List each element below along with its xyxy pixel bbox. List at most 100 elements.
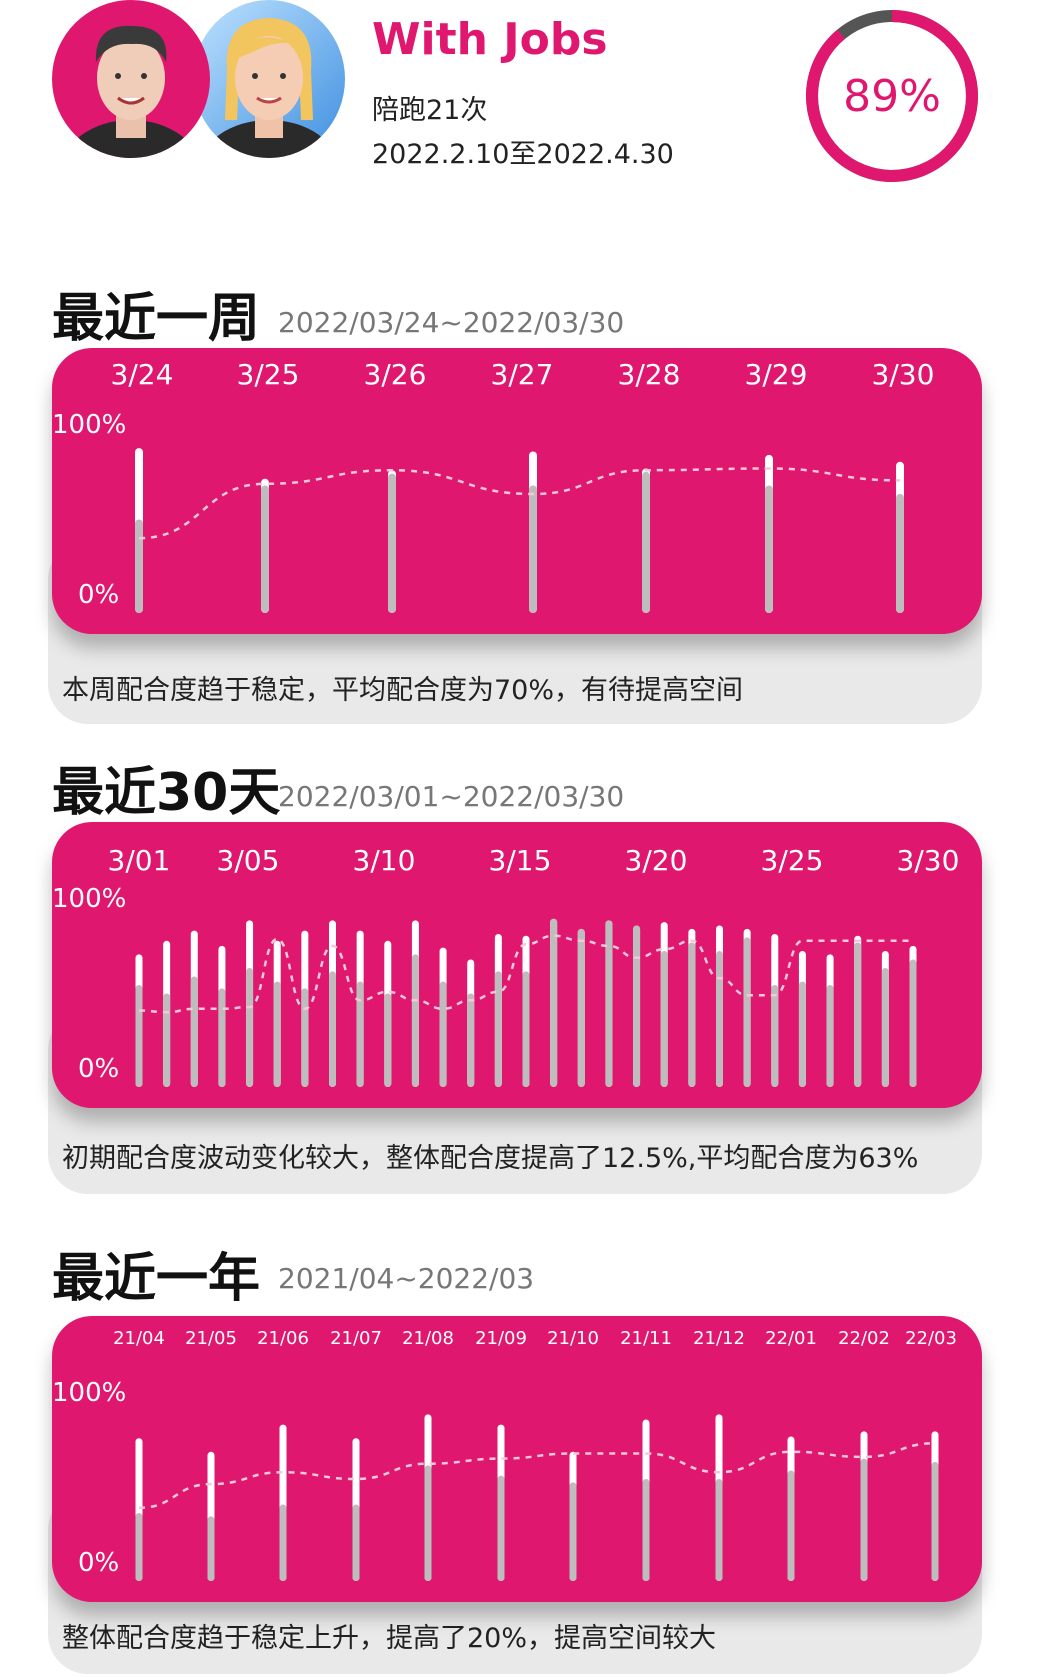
bar-value	[798, 981, 806, 1087]
date-label: 21/04	[113, 1328, 165, 1349]
section-week-title: 最近一周	[52, 289, 261, 349]
bar-value	[190, 976, 198, 1087]
date-label: 21/05	[185, 1328, 237, 1349]
bar-value	[207, 1516, 215, 1581]
bar-value	[577, 928, 585, 1087]
section-month-caption: 初期配合度波动变化较大，整体配合度提高了12.5%,平均配合度为63%	[62, 1143, 919, 1174]
chart-plot	[135, 918, 917, 1087]
bar-value	[688, 942, 696, 1087]
bar-value	[896, 494, 904, 613]
date-label: 21/09	[475, 1328, 527, 1349]
bar-value	[765, 485, 773, 613]
date-label: 3/25	[236, 358, 300, 391]
date-label: 3/05	[216, 844, 280, 877]
bar-value	[352, 1504, 360, 1581]
bar-value	[605, 920, 613, 1087]
bar-value	[279, 1504, 287, 1581]
section-year-title: 最近一年	[52, 1249, 261, 1309]
date-label: 3/30	[896, 844, 960, 877]
date-label: 21/08	[402, 1328, 454, 1349]
section-month-title: 最近30天	[52, 763, 281, 823]
axis-label-bottom: 0%	[78, 580, 120, 610]
chart-month: 3/01 3/05 3/10 3/15 3/20 3/25 3/30 100% 0%	[52, 822, 982, 1108]
bar-value	[494, 971, 502, 1087]
section-month-range: 2022/03/01~2022/03/30	[278, 780, 625, 813]
bar-value	[135, 1513, 143, 1581]
progress-value: 89%	[843, 70, 941, 122]
bar-value	[467, 993, 475, 1087]
bar-value	[522, 971, 530, 1087]
chart-year: 21/04 21/05 21/06 21/07 21/08 21/09 21/10 21/11…	[52, 1316, 982, 1602]
date-label: 3/29	[744, 358, 808, 391]
bar-value	[529, 485, 537, 613]
bar-value	[497, 1475, 505, 1581]
date-label: 3/24	[110, 358, 174, 391]
trend-line	[138, 934, 913, 1014]
bar-value	[860, 1458, 868, 1581]
bar-value	[771, 985, 779, 1087]
date-label: 3/10	[352, 844, 416, 877]
bar-value	[642, 471, 650, 613]
progress-ring	[806, 10, 978, 182]
bar-value	[826, 985, 834, 1087]
bar-value	[743, 937, 751, 1087]
bar-value	[550, 918, 558, 1087]
section-week-caption: 本周配合度趋于稳定，平均配合度为70%，有待提高空间	[62, 675, 744, 706]
date-label: 3/27	[490, 358, 554, 391]
trend-line	[138, 1442, 936, 1510]
date-label: 22/01	[765, 1328, 817, 1349]
bar-value	[356, 981, 364, 1087]
bar-value	[135, 519, 143, 613]
session-count: 陪跑21次	[372, 95, 488, 126]
avatar-man	[52, 0, 210, 158]
date-label: 3/30	[871, 358, 935, 391]
section-year-range: 2021/04~2022/03	[278, 1262, 535, 1295]
axis-label-top: 100%	[52, 884, 127, 914]
date-label: 3/01	[107, 844, 171, 877]
page-title: With Jobs	[372, 14, 608, 65]
date-label: 3/28	[617, 358, 681, 391]
axis-label-bottom: 0%	[78, 1054, 120, 1084]
bar-value	[301, 988, 309, 1087]
date-label: 22/02	[838, 1328, 890, 1349]
bar-value	[388, 473, 396, 613]
bar-value	[261, 485, 269, 613]
bar-value	[273, 981, 281, 1087]
chart-plot	[135, 448, 904, 613]
bar-value	[854, 942, 862, 1087]
date-label: 21/10	[547, 1328, 599, 1349]
section-year-caption: 整体配合度趋于稳定上升，提高了20%，提高空间较大	[62, 1623, 717, 1654]
date-label: 22/03	[905, 1328, 957, 1349]
trend-line	[138, 467, 901, 540]
bar-value	[329, 971, 336, 1087]
bar-value	[135, 985, 143, 1087]
bar-value	[716, 951, 723, 1087]
axis-label-top: 100%	[52, 410, 127, 440]
date-range: 2022.2.10至2022.4.30	[372, 139, 674, 170]
date-label: 3/15	[488, 844, 552, 877]
section-week-range: 2022/03/24~2022/03/30	[278, 306, 625, 339]
bar-value	[411, 954, 419, 1087]
date-label: 3/25	[760, 844, 824, 877]
bar-value	[715, 1479, 723, 1581]
date-label: 21/11	[620, 1328, 672, 1349]
bar-value	[384, 993, 392, 1087]
bar-value	[439, 981, 447, 1087]
chart-week: 3/24 3/25 3/26 3/27 3/28 3/29 3/30 100% 0%	[52, 348, 982, 634]
bar-value	[246, 968, 254, 1087]
bar-value	[931, 1462, 939, 1581]
axis-label-bottom: 0%	[78, 1548, 120, 1578]
bar-value	[218, 988, 226, 1087]
date-label: 21/12	[693, 1328, 745, 1349]
date-label: 3/26	[363, 358, 427, 391]
bar-value	[633, 925, 641, 1087]
bar-value	[424, 1465, 432, 1581]
date-label: 3/20	[624, 844, 688, 877]
avatar-blonde	[193, 0, 345, 158]
date-label: 21/06	[257, 1328, 309, 1349]
bar-value	[909, 959, 917, 1087]
bar-value	[569, 1482, 577, 1581]
bar-value	[787, 1470, 795, 1581]
date-label: 21/07	[330, 1328, 382, 1349]
bar-value	[163, 993, 171, 1087]
